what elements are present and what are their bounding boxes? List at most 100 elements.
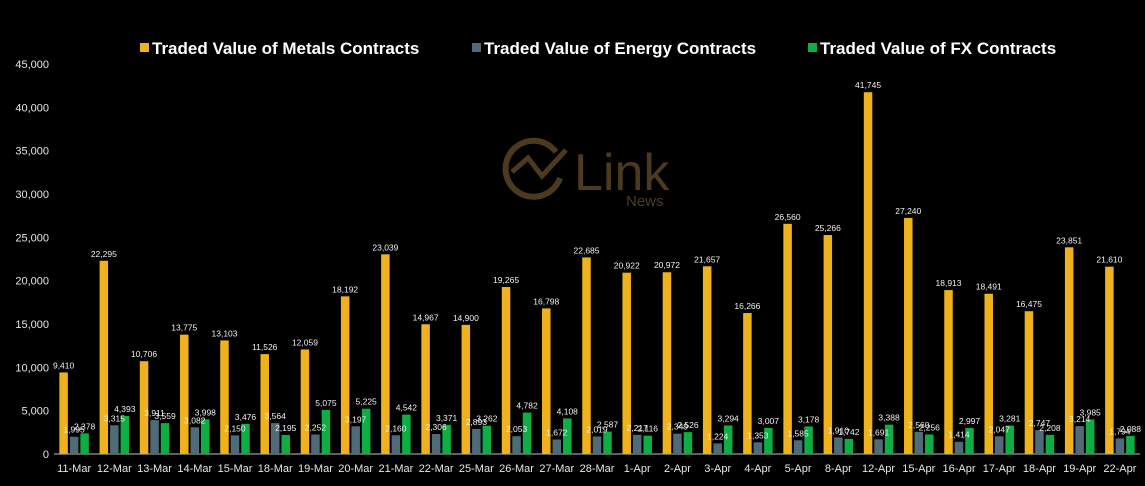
data-label: 2,019: [586, 425, 608, 435]
watermark-chart-line-icon: [510, 148, 568, 180]
bar-series-2: [804, 426, 813, 454]
data-label: 2,208: [1039, 423, 1061, 433]
x-tick-label: 12-Apr: [862, 463, 895, 475]
data-label: 3,007: [758, 416, 780, 426]
data-label: 41,745: [855, 80, 881, 90]
data-label: 3,294: [718, 413, 740, 423]
x-tick-label: 22-Apr: [1103, 463, 1136, 475]
data-label: 18,913: [936, 278, 962, 288]
bar-series-0: [702, 266, 712, 454]
bar-series-0: [783, 223, 792, 454]
data-label: 2,160: [385, 423, 407, 433]
data-label: 1,742: [838, 427, 860, 437]
x-tick-label: 20-Mar: [338, 463, 373, 475]
bar-series-0: [300, 349, 310, 454]
data-label: 3,985: [1080, 407, 1102, 417]
data-label: 1,672: [546, 428, 568, 438]
bar-series-0: [582, 257, 591, 454]
data-label: 1,585: [787, 428, 809, 438]
legend-label: Traded Value of FX Contracts: [820, 39, 1056, 58]
x-tick-label: 8-Apr: [825, 463, 852, 475]
bar-series-2: [1085, 419, 1095, 454]
watermark-sub: News: [626, 193, 664, 210]
data-label: 2,088: [1120, 424, 1142, 434]
legend-label: Traded Value of Metals Contracts: [152, 39, 419, 58]
x-tick-label: 15-Mar: [218, 463, 253, 475]
x-tick-label: 19-Apr: [1063, 463, 1096, 475]
bar-series-1: [512, 436, 521, 454]
bar-series-2: [321, 410, 331, 454]
data-label: 11,526: [252, 342, 278, 352]
bar-series-1: [713, 443, 722, 454]
bar-series-1: [270, 423, 280, 454]
bar-series-1: [351, 426, 360, 454]
bar-series-2: [683, 432, 693, 454]
bar-series-1: [1115, 438, 1125, 454]
data-label: 12,059: [292, 337, 318, 347]
data-label: 2,378: [74, 421, 96, 431]
data-label: 3,559: [154, 411, 176, 421]
data-label: 19,265: [493, 275, 519, 285]
watermark-brand: Link: [574, 144, 670, 202]
bar-series-0: [944, 290, 953, 454]
y-tick-label: 10,000: [15, 362, 49, 374]
y-tick-label: 30,000: [15, 189, 49, 201]
bar-series-2: [241, 423, 250, 454]
x-tick-label: 26-Mar: [499, 463, 534, 475]
bar-series-2: [965, 428, 974, 454]
x-tick-label: 16-Apr: [942, 463, 975, 475]
legend-swatch: [140, 43, 149, 52]
data-label: 4,108: [557, 406, 579, 416]
bar-series-0: [381, 254, 390, 454]
legend-swatch: [472, 43, 481, 52]
y-tick-label: 20,000: [15, 276, 49, 288]
data-label: 18,192: [332, 284, 358, 294]
bar-series-0: [59, 372, 68, 454]
x-axis: 11-Mar 12-Mar 13-Mar 14-Mar 15-Mar 18-Mar 19-M…: [54, 453, 1140, 475]
data-label: 4,542: [396, 403, 418, 413]
bar-series-0: [139, 361, 149, 454]
data-labels: 9,410 22,295 10,706 13,775 13,103 11,526 12,05…: [53, 80, 1141, 441]
data-label: 18,491: [976, 282, 1002, 292]
y-axis: 0 5,000 10,000 15,000 20,000 25,000 30,000 35,0…: [15, 59, 49, 461]
bar-series-2: [844, 438, 854, 454]
data-label: 3,315: [104, 413, 126, 423]
data-label: 2,997: [959, 416, 981, 426]
bar-series-0: [984, 293, 993, 454]
bar-series-2: [1126, 435, 1135, 454]
bar-series-0: [823, 235, 833, 454]
data-label: 2,747: [1029, 418, 1051, 428]
x-tick-label: 25-Mar: [459, 463, 494, 475]
data-label: 22,685: [574, 245, 600, 255]
data-label: 16,266: [734, 301, 760, 311]
bar-series-0: [340, 296, 350, 454]
data-label: 2,116: [637, 424, 658, 434]
data-label: 2,053: [506, 424, 528, 434]
bar-series-1: [954, 441, 964, 454]
bar-series-1: [1075, 426, 1084, 454]
bar-series-1: [110, 425, 119, 454]
y-tick-label: 45,000: [15, 59, 49, 71]
data-label: 26,560: [775, 212, 801, 222]
data-label: 2,587: [597, 420, 619, 430]
bar-series-2: [643, 435, 652, 454]
bar-series-1: [391, 435, 401, 454]
bar-series-1: [673, 433, 682, 454]
bar-series-2: [764, 427, 773, 454]
data-label: 3,178: [798, 414, 820, 424]
bar-series-2: [884, 424, 894, 454]
data-label: 1,353: [747, 430, 769, 440]
data-label: 2,195: [275, 423, 297, 433]
data-label: 3,388: [878, 413, 900, 423]
data-label: 2,047: [989, 424, 1011, 434]
data-label: 3,564: [265, 411, 287, 421]
x-tick-label: 13-Mar: [137, 463, 172, 475]
data-label: 2,217: [627, 423, 649, 433]
x-tick-label: 3-Apr: [704, 463, 731, 475]
data-label: 4,393: [114, 404, 136, 414]
bar-series-1: [230, 435, 240, 454]
data-label: 16,475: [1016, 299, 1042, 309]
bar-series-1: [632, 434, 642, 454]
bar-series-0: [1024, 311, 1034, 454]
